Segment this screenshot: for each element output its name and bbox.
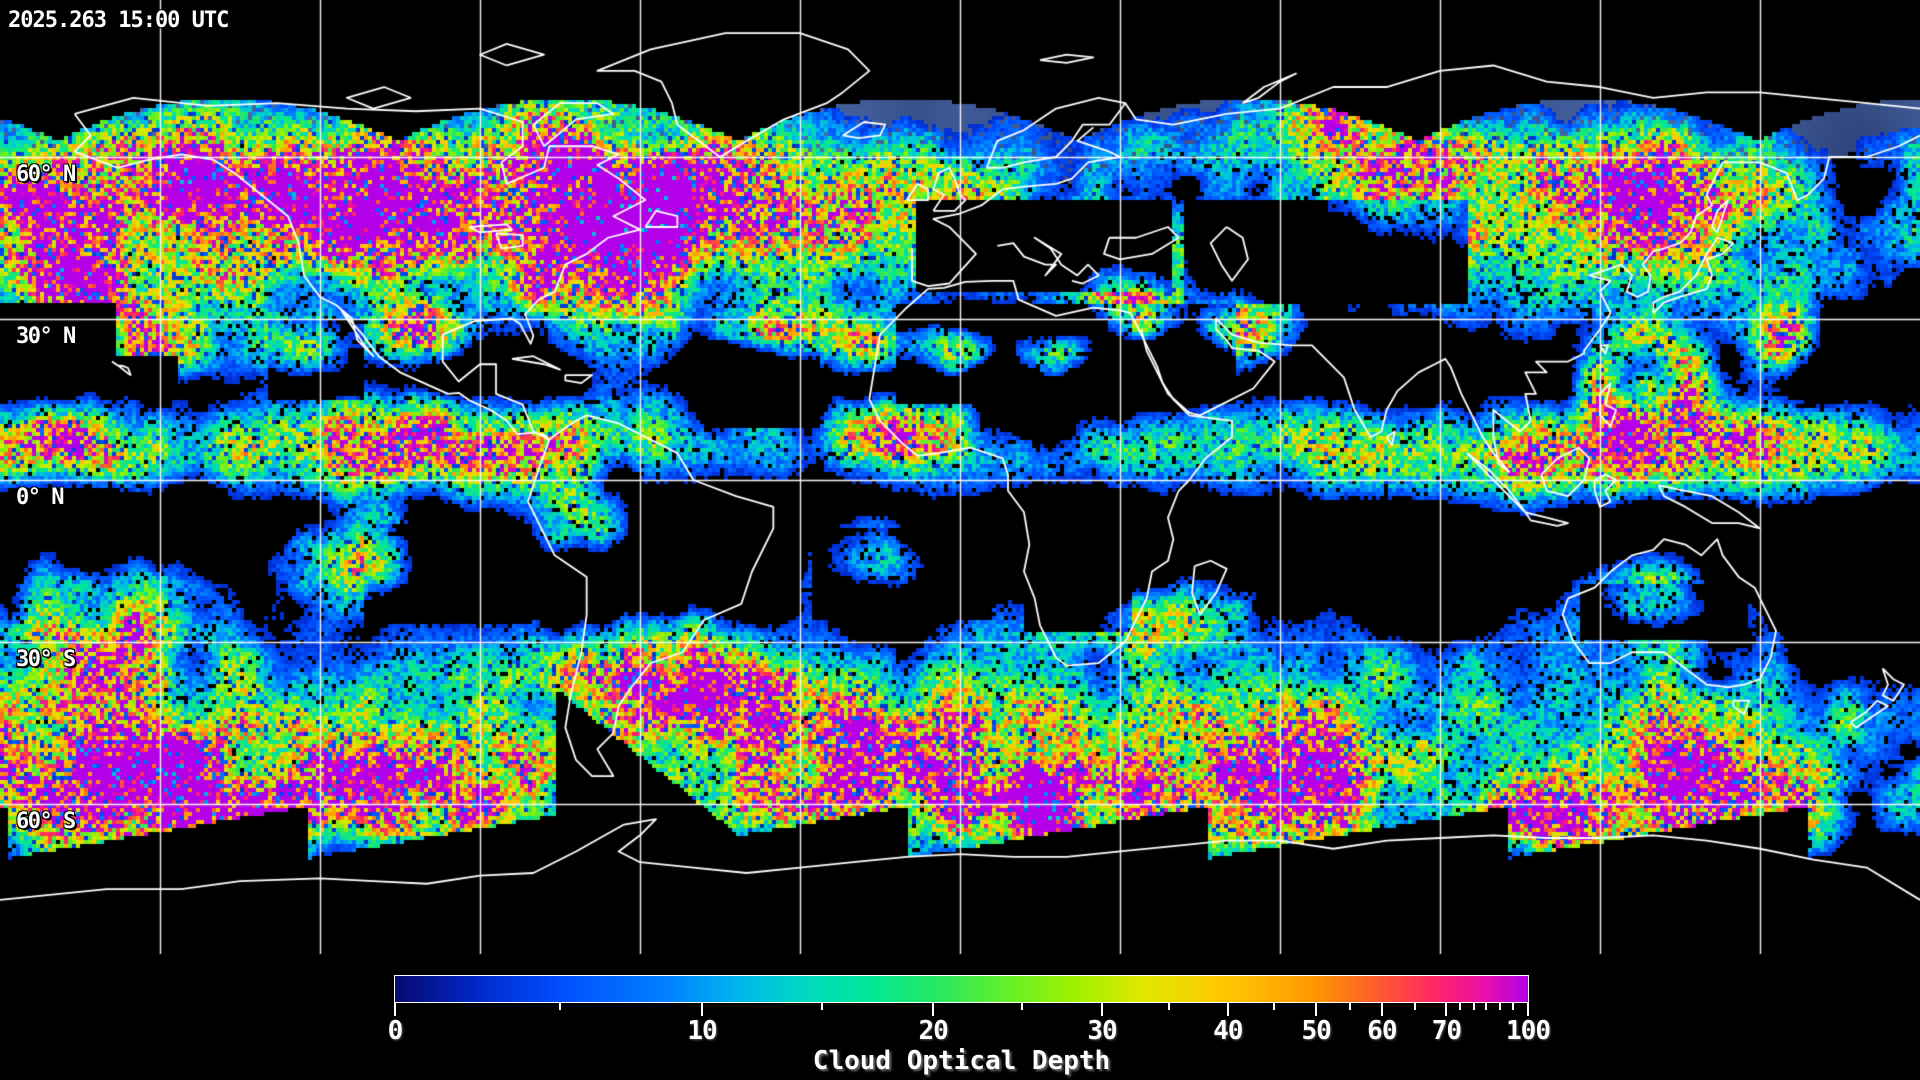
latitude-label: 60° N [16, 162, 76, 187]
timestamp-label: 2025.263 15:00 UTC [8, 8, 229, 33]
latitude-label: 60° S [16, 809, 76, 834]
latitude-label: 30° N [16, 324, 76, 349]
latitude-label: 30° S [16, 647, 76, 672]
latitude-label: 0° N [16, 485, 64, 510]
